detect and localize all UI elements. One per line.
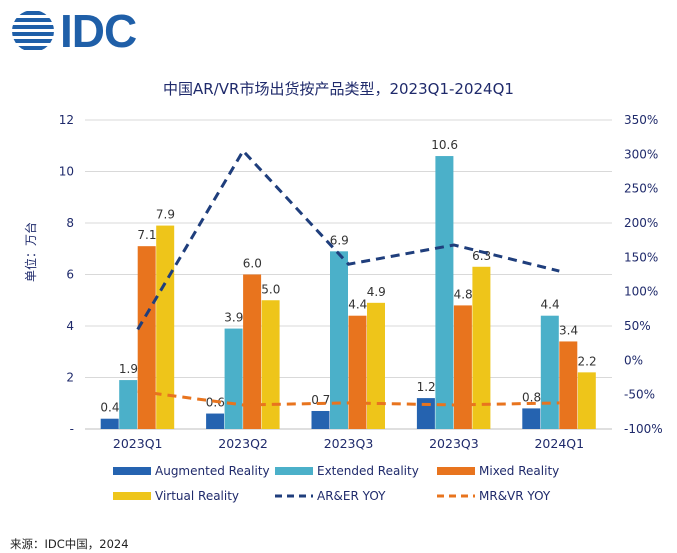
bar-augmented-reality	[100, 418, 119, 429]
legend-label: AR&ER YOY	[317, 489, 386, 503]
bar-virtual-reality	[156, 225, 175, 429]
bar-mixed-reality	[559, 341, 578, 429]
bar-mixed-reality	[453, 305, 472, 429]
bar-mixed-reality	[137, 246, 156, 429]
x-tick-label: 2023Q3	[429, 436, 479, 451]
bar-extended-reality	[119, 380, 138, 429]
x-tick-label: 2023Q3	[324, 436, 374, 451]
data-label: 2.2	[578, 354, 597, 368]
y-left-tick: 12	[59, 113, 74, 127]
bar-extended-reality	[435, 156, 454, 430]
chart-title: 中国AR/VR市场出货按产品类型，2023Q1-2024Q1	[163, 80, 514, 98]
y-right-tick: 250%	[624, 182, 658, 196]
y-right-tick: 300%	[624, 147, 658, 161]
bar-extended-reality	[540, 315, 559, 429]
legend-swatch	[113, 492, 151, 500]
x-tick-label: 2023Q2	[218, 436, 268, 451]
y-left-tick: 6	[66, 268, 74, 282]
y-right-tick: -50%	[624, 388, 655, 402]
legend-swatch	[113, 467, 151, 475]
y-right-tick: 100%	[624, 285, 658, 299]
bar-augmented-reality	[311, 410, 330, 429]
x-tick-label: 2024Q1	[534, 436, 584, 451]
y-left-tick: 8	[66, 216, 74, 230]
source-note: 来源：IDC中国，2024	[10, 537, 129, 551]
y-left-tick: 10	[59, 165, 74, 179]
legend-label: MR&VR YOY	[479, 489, 551, 503]
globe-icon	[12, 11, 54, 50]
idc-logo: IDC	[10, 5, 137, 57]
data-label: 10.6	[431, 138, 458, 152]
y-right-tick: 350%	[624, 113, 658, 127]
bar-mixed-reality	[243, 274, 262, 429]
legend-label: Augmented Reality	[155, 464, 270, 478]
legend-label: Mixed Reality	[479, 464, 559, 478]
legend-swatch	[275, 467, 313, 475]
bar-augmented-reality	[522, 408, 541, 429]
data-label: 0.8	[522, 390, 541, 404]
bar-virtual-reality	[367, 302, 385, 429]
y-left-tick: 2	[66, 371, 74, 385]
bar-extended-reality	[330, 251, 348, 429]
data-label: 7.1	[137, 228, 156, 242]
legend-swatch	[437, 467, 475, 475]
bar-mixed-reality	[348, 315, 367, 429]
line-mr-vr-yoy	[137, 389, 560, 407]
data-label: 0.4	[100, 401, 119, 415]
bar-virtual-reality	[577, 372, 596, 429]
y-right-tick: 0%	[624, 353, 643, 367]
y-right-tick: 150%	[624, 250, 658, 264]
bar-extended-reality	[224, 328, 243, 429]
data-label: 6.0	[243, 257, 262, 271]
legend-label: Virtual Reality	[155, 489, 239, 503]
data-label: 5.0	[261, 282, 280, 296]
data-label: 6.9	[330, 233, 349, 247]
data-label: 4.9	[367, 285, 386, 299]
line-ar-er-yoy	[136, 148, 560, 331]
y-left-tick: -	[70, 422, 74, 436]
data-label: 4.4	[348, 298, 367, 312]
bar-virtual-reality	[472, 266, 491, 429]
legend-label: Extended Reality	[317, 464, 419, 478]
y-right-tick: 200%	[624, 216, 658, 230]
data-label: 1.2	[417, 380, 436, 394]
y-left-tick: 4	[66, 319, 74, 333]
x-tick-label: 2023Q1	[113, 436, 163, 451]
brand-name: IDC	[60, 5, 137, 57]
data-label: 1.9	[119, 362, 138, 376]
bar-augmented-reality	[206, 413, 225, 429]
data-label: 3.4	[559, 323, 578, 337]
data-label: 3.9	[224, 311, 243, 325]
bar-virtual-reality	[261, 300, 280, 429]
y-right-tick: -100%	[624, 422, 663, 436]
data-label: 4.4	[541, 298, 560, 312]
data-label: 4.8	[454, 287, 473, 301]
y-right-tick: 50%	[624, 319, 651, 333]
bar-augmented-reality	[416, 398, 435, 429]
data-label: 7.9	[156, 208, 175, 222]
